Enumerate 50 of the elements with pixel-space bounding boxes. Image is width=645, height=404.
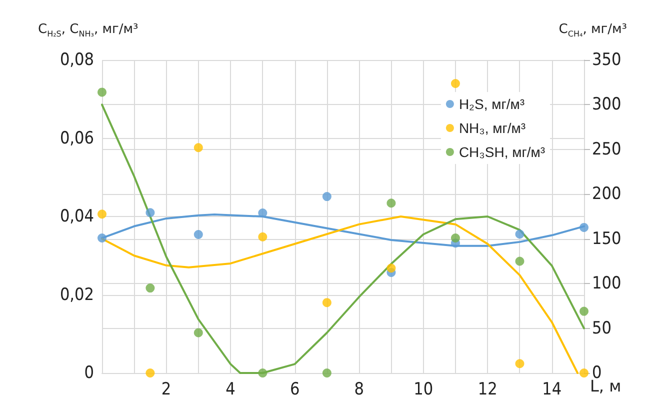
point — [146, 208, 155, 218]
y2-tick-label: 0 — [592, 363, 602, 383]
point — [386, 264, 396, 273]
y2-tick-label: 350 — [592, 50, 622, 70]
point — [146, 368, 155, 378]
point — [515, 359, 524, 368]
point — [386, 198, 396, 208]
point — [258, 208, 268, 218]
y-tick-label: 0,04 — [60, 206, 94, 226]
point — [194, 230, 203, 239]
point — [322, 298, 332, 308]
point — [194, 143, 203, 152]
y-tick-label: 0,06 — [60, 128, 94, 148]
y2-tick-label: 300 — [592, 94, 622, 115]
x-tick-label: 6 — [290, 380, 300, 400]
y2-tick-label: 100 — [592, 274, 622, 294]
y2-tick-label: 250 — [592, 139, 622, 160]
x-tick-label: 2 — [161, 380, 172, 400]
x-tick-label: 8 — [354, 380, 364, 400]
point — [98, 88, 106, 97]
x-tick-label: 12 — [478, 380, 498, 400]
legend-label: NH₃, мг/м³ — [458, 120, 526, 136]
point — [194, 328, 203, 338]
y-tick-label: 0 — [84, 363, 94, 383]
point — [580, 222, 588, 232]
point — [580, 368, 588, 378]
y2-tick-label: 50 — [592, 318, 612, 338]
point — [98, 210, 106, 219]
point — [258, 232, 268, 242]
point — [322, 192, 332, 202]
point — [98, 234, 106, 243]
y-tick-label: 0,08 — [60, 50, 94, 70]
y2-axis-title: C$_{CH₄}$, мг/м³ — [558, 22, 627, 39]
point — [146, 284, 155, 293]
y2-tick-label: 150 — [592, 228, 622, 249]
point — [450, 78, 460, 88]
point — [450, 233, 460, 242]
y-axis-title: C$_{H₂S}$, C$_{NH₃}$, мг/м³ — [38, 22, 138, 39]
legend-label: CH₃SH, мг/м³ — [458, 144, 546, 160]
x-tick-label: 10 — [414, 380, 434, 400]
point — [322, 368, 332, 378]
point — [515, 230, 524, 239]
point — [515, 256, 524, 266]
x-tick-label: 4 — [226, 380, 236, 400]
y2-tick-label: 200 — [592, 184, 622, 204]
y-tick-label: 0,02 — [60, 284, 94, 305]
point — [580, 306, 588, 316]
point — [258, 368, 268, 378]
x-tick-label: 14 — [542, 380, 562, 400]
legend-label: H₂S, мг/м³ — [458, 96, 525, 112]
